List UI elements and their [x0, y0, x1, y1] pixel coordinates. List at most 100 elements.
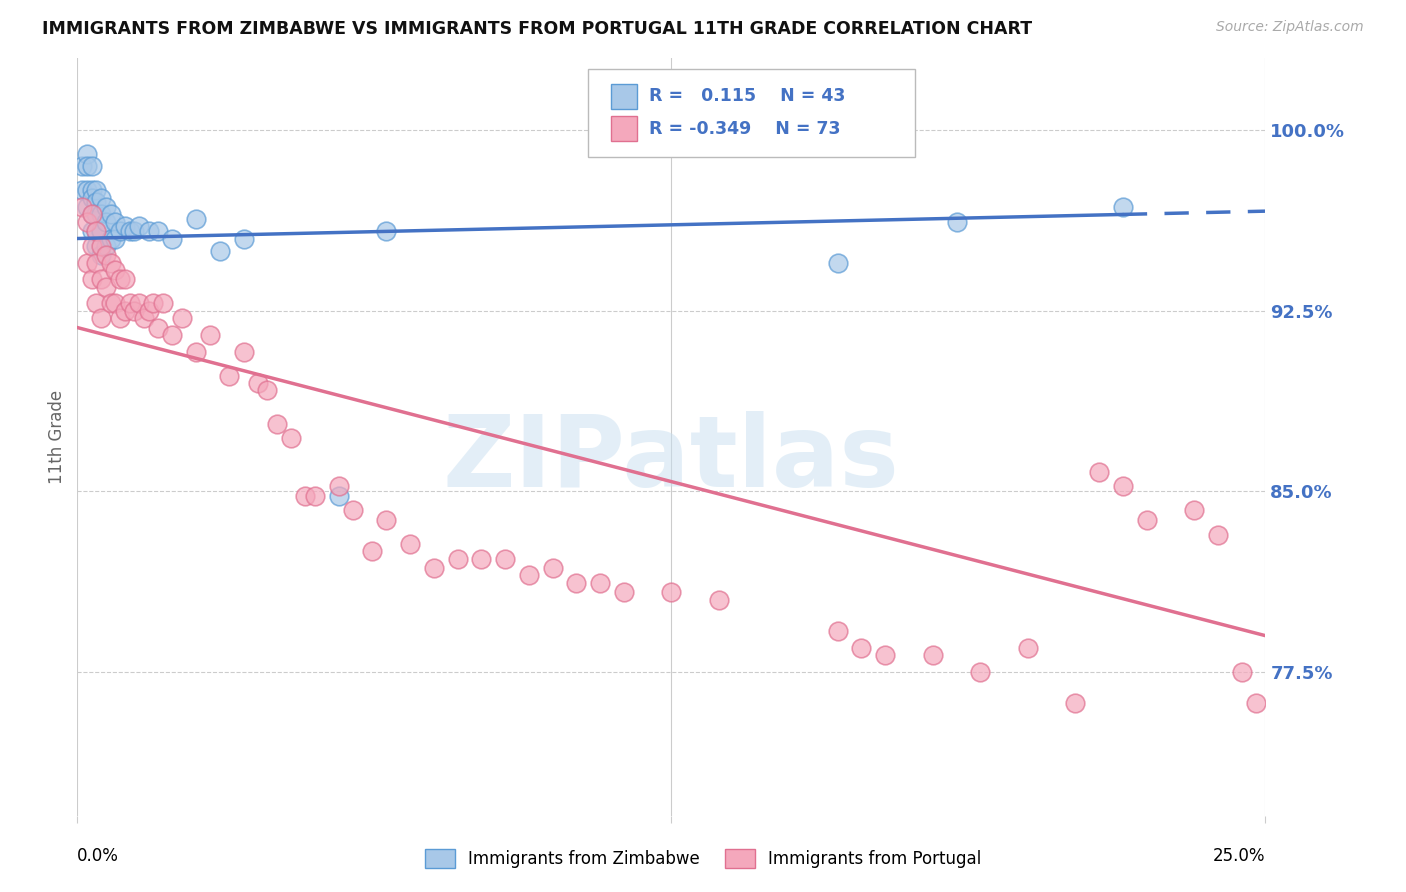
Point [707, 592, 730, 607]
Text: ZIPatlas: ZIPatlas [443, 411, 900, 508]
Point [256, 383, 278, 397]
Point [86, 224, 108, 238]
Point [90, 238, 112, 252]
Point [246, 376, 269, 390]
Point [969, 665, 991, 679]
Point [494, 551, 516, 566]
Point [86, 224, 108, 238]
Point [1244, 696, 1267, 710]
Point [76, 200, 98, 214]
Point [280, 431, 302, 445]
Point [104, 262, 127, 277]
Point [186, 212, 208, 227]
Point [565, 575, 588, 590]
Point [266, 417, 288, 431]
Point [232, 231, 254, 245]
Text: R =   0.115    N = 43: R = 0.115 N = 43 [648, 87, 845, 105]
Point [86, 195, 108, 210]
Point [76, 255, 98, 269]
Point [1112, 200, 1135, 214]
Point [342, 503, 364, 517]
Point [1017, 640, 1039, 655]
Point [132, 310, 155, 325]
Point [218, 368, 240, 383]
Point [80, 159, 103, 173]
Point [76, 147, 98, 161]
Point [541, 561, 564, 575]
Point [114, 219, 136, 234]
Point [76, 214, 98, 228]
Point [86, 238, 108, 252]
Point [80, 272, 103, 286]
Point [86, 296, 108, 310]
Point [138, 224, 160, 238]
Point [446, 551, 468, 566]
Point [70, 183, 93, 197]
Point [152, 296, 174, 310]
Point [200, 327, 222, 342]
Point [1064, 696, 1087, 710]
Point [114, 272, 136, 286]
Point [162, 231, 184, 245]
Point [128, 219, 150, 234]
Point [80, 191, 103, 205]
Point [94, 214, 117, 228]
Point [90, 191, 112, 205]
Text: 0.0%: 0.0% [77, 847, 120, 864]
Point [423, 561, 446, 575]
Point [399, 537, 422, 551]
Point [100, 296, 122, 310]
Point [80, 238, 103, 252]
Point [76, 159, 98, 173]
Point [1112, 479, 1135, 493]
Point [100, 255, 122, 269]
Point [118, 224, 141, 238]
Point [80, 207, 103, 221]
Point [470, 551, 492, 566]
Bar [610, 116, 637, 141]
Point [875, 648, 897, 662]
Y-axis label: 11th Grade: 11th Grade [48, 390, 66, 484]
Point [94, 279, 117, 293]
Point [100, 231, 122, 245]
Point [70, 159, 93, 173]
Point [827, 624, 849, 638]
Point [208, 244, 231, 258]
Point [1206, 527, 1229, 541]
Point [114, 303, 136, 318]
Point [142, 296, 165, 310]
Point [108, 224, 131, 238]
Point [186, 344, 208, 359]
Point [328, 489, 350, 503]
Point [80, 183, 103, 197]
Point [118, 296, 141, 310]
FancyBboxPatch shape [588, 70, 915, 157]
Point [294, 489, 316, 503]
Point [70, 200, 93, 214]
Text: R = -0.349    N = 73: R = -0.349 N = 73 [648, 120, 841, 138]
Point [124, 303, 146, 318]
Point [803, 123, 825, 137]
Point [1088, 465, 1111, 479]
Point [517, 568, 540, 582]
Point [100, 207, 122, 221]
Point [104, 214, 127, 228]
Point [94, 248, 117, 262]
Point [108, 272, 131, 286]
Point [124, 224, 146, 238]
Point [90, 224, 112, 238]
Point [921, 648, 943, 662]
Point [661, 585, 683, 599]
Legend: Immigrants from Zimbabwe, Immigrants from Portugal: Immigrants from Zimbabwe, Immigrants fro… [418, 842, 988, 875]
Point [1182, 503, 1205, 517]
Point [945, 214, 967, 228]
Text: IMMIGRANTS FROM ZIMBABWE VS IMMIGRANTS FROM PORTUGAL 11TH GRADE CORRELATION CHAR: IMMIGRANTS FROM ZIMBABWE VS IMMIGRANTS F… [42, 20, 1032, 37]
Point [375, 224, 398, 238]
Point [146, 320, 169, 334]
Point [76, 183, 98, 197]
Point [146, 224, 169, 238]
Point [613, 585, 636, 599]
Point [80, 224, 103, 238]
Text: Source: ZipAtlas.com: Source: ZipAtlas.com [1216, 20, 1364, 34]
Point [1230, 665, 1253, 679]
